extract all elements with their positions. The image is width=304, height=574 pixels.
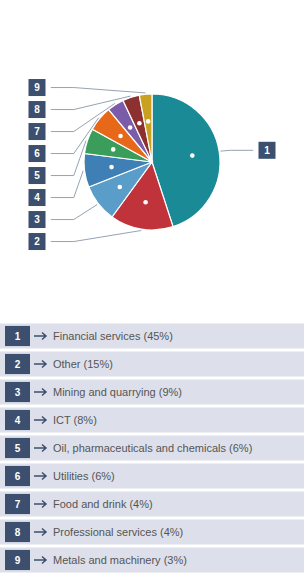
callout-line — [51, 171, 83, 198]
legend-arrow — [34, 361, 46, 368]
slice-dot — [128, 125, 133, 130]
callout-box — [29, 189, 46, 206]
callout-line — [51, 88, 146, 93]
legend-number-box — [5, 354, 30, 374]
legend-label: Food and drink (4%) — [53, 498, 153, 510]
slice-dot — [109, 165, 114, 170]
callout-box — [259, 142, 276, 159]
legend-label: Mining and quarrying (9%) — [53, 386, 182, 398]
legend-label: Professional services (4%) — [53, 526, 183, 538]
callout-number: 6 — [34, 148, 40, 159]
legend-label: Oil, pharmaceuticals and chemicals (6%) — [53, 442, 252, 454]
legend-number: 6 — [15, 471, 21, 482]
legend-row — [0, 408, 304, 433]
callout-line — [51, 118, 99, 154]
legend-number-box — [5, 382, 30, 402]
legend-arrow — [34, 445, 46, 452]
callout-line — [51, 231, 141, 242]
legend-arrow — [34, 473, 46, 480]
legend-number-box — [5, 550, 30, 570]
legend-arrow — [34, 501, 46, 508]
legend-row — [0, 352, 304, 377]
legend-number-box — [5, 494, 30, 514]
callout-box — [29, 79, 46, 96]
callout-number: 8 — [34, 104, 40, 115]
slice-dot — [117, 185, 122, 190]
legend: 1 Financial services (45%) 2 Other (15%) 3 Mi… — [0, 324, 304, 573]
legend-label: Metals and machinery (3%) — [53, 554, 187, 566]
callout-line — [51, 205, 97, 220]
callout-number: 5 — [34, 170, 40, 181]
slice-dot — [118, 134, 123, 139]
legend-row — [0, 324, 304, 349]
legend-arrow — [34, 417, 46, 424]
legend-number: 3 — [15, 387, 21, 398]
legend-arrow — [34, 389, 46, 396]
chart-svg: 1 2 3 4 5 6 7 8 9 1 Financial services (45%) 2 Other… — [0, 0, 304, 574]
slice-dot — [143, 200, 148, 205]
legend-label: ICT (8%) — [53, 414, 97, 426]
legend-arrow — [34, 557, 46, 564]
legend-row — [0, 436, 304, 461]
callout-box — [29, 211, 46, 228]
legend-row — [0, 548, 304, 573]
callout-box — [29, 123, 46, 140]
legend-arrow — [34, 333, 46, 340]
callout-number: 9 — [34, 82, 40, 93]
slice-dot — [111, 147, 116, 152]
legend-number: 9 — [15, 555, 21, 566]
legend-arrow — [34, 529, 46, 536]
slice-dot — [137, 121, 142, 126]
slice-dot — [146, 119, 151, 124]
callout-number: 7 — [34, 126, 40, 137]
legend-number: 5 — [15, 443, 21, 454]
legend-row — [0, 520, 304, 545]
legend-number: 7 — [15, 499, 21, 510]
callout-line — [51, 141, 86, 176]
legend-row — [0, 380, 304, 405]
callout-box — [29, 145, 46, 162]
legend-number-box — [5, 522, 30, 542]
callout-number: 1 — [264, 145, 270, 156]
legend-row — [0, 492, 304, 517]
callout-number: 3 — [34, 214, 40, 225]
callout-box — [29, 101, 46, 118]
callout-box — [29, 233, 46, 250]
legend-number-box — [5, 410, 30, 430]
legend-label: Utilities (6%) — [53, 470, 115, 482]
pie-slice — [139, 94, 152, 162]
legend-number-box — [5, 326, 30, 346]
legend-number: 4 — [15, 415, 21, 426]
legend-number-box — [5, 466, 30, 486]
legend-number: 2 — [15, 359, 21, 370]
pie: 1 2 3 4 5 6 7 8 9 — [29, 79, 276, 250]
legend-label: Other (15%) — [53, 358, 113, 370]
legend-row — [0, 464, 304, 489]
legend-number: 1 — [15, 331, 21, 342]
callout-number: 4 — [34, 192, 40, 203]
callout-box — [29, 167, 46, 184]
slice-dot — [190, 153, 195, 158]
legend-number-box — [5, 438, 30, 458]
legend-number: 8 — [15, 527, 21, 538]
callout-number: 2 — [34, 236, 40, 247]
callout-line — [51, 96, 131, 109]
callout-line — [221, 150, 254, 152]
chart-container: 1 2 3 4 5 6 7 8 9 1 Financial services (45%) 2 Other… — [0, 0, 304, 574]
legend-label: Financial services (45%) — [53, 330, 173, 342]
